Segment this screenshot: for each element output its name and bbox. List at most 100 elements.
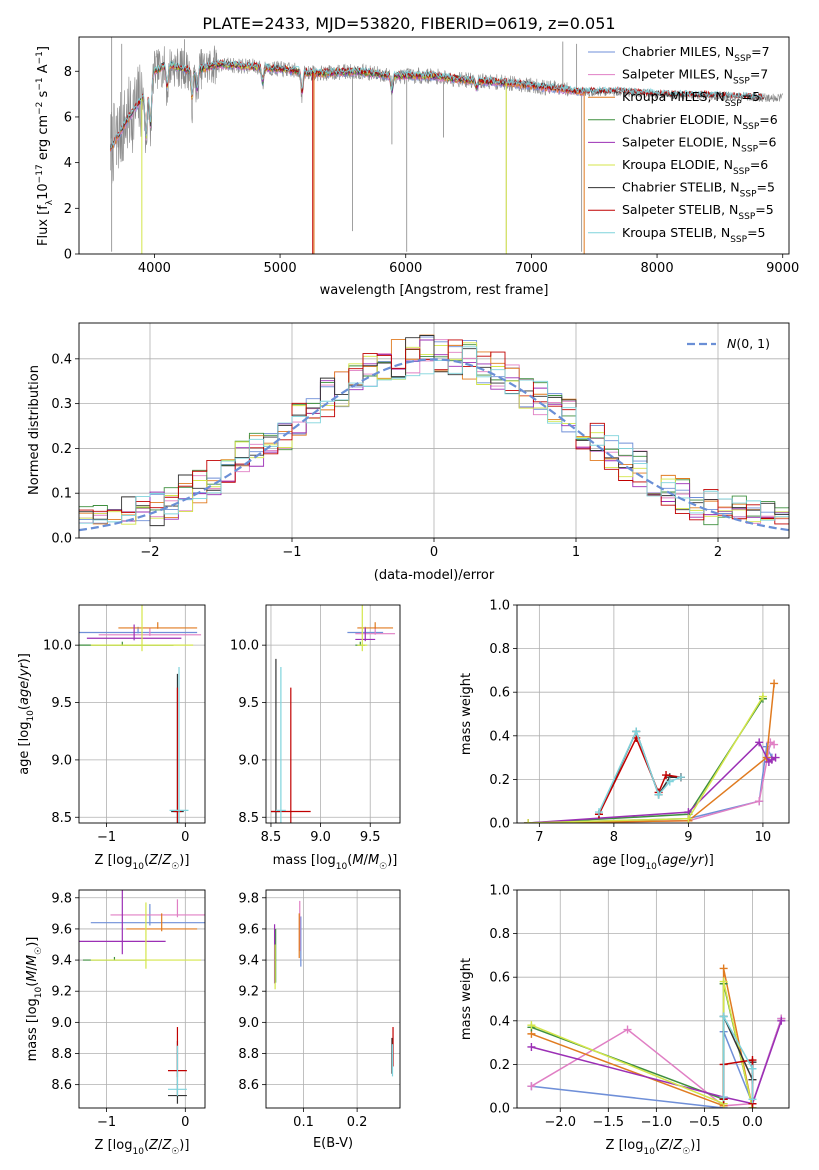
label-part: Z <box>161 1138 172 1153</box>
label-part: M <box>352 853 363 868</box>
Z-mass-ytick-label: 8.6 <box>51 1078 72 1093</box>
label-part: Kroupa ELODIE, N <box>622 157 733 172</box>
label-part: Salpeter MILES, N <box>622 67 733 82</box>
label-subscript: 10 <box>645 862 657 872</box>
label-subscript: −17 <box>35 164 45 183</box>
label-part: )] <box>179 853 189 868</box>
label-part: Z [log <box>95 1138 133 1153</box>
residuals-ytick-label: 0.1 <box>51 487 72 502</box>
weight-marker-kroupa-stelib <box>748 1095 757 1104</box>
Z-weight-xlabel: Z [log10(Z/Z☉)] <box>606 1138 701 1157</box>
label-part: )] <box>690 1138 700 1153</box>
label-part: Salpeter ELODIE, N <box>622 134 741 149</box>
label-part: =6 <box>750 157 768 172</box>
Z-mass-xlabel: Z [log10(Z/Z☉)] <box>95 1138 190 1157</box>
label-part: ] <box>36 46 51 51</box>
residuals-frame <box>78 322 790 539</box>
weight-marker-salpeter-miles <box>623 1025 632 1034</box>
label-part: age <box>662 853 686 868</box>
mass-age-xtick-label: 9.5 <box>360 830 381 845</box>
weight-marker-salpeter-miles <box>755 797 764 806</box>
label-subscript: SSP <box>742 122 759 132</box>
Z-weight-ytick-label: 0.2 <box>489 1058 510 1073</box>
weight-marker-salpeter-elodie <box>755 738 764 747</box>
legend-label-kroupa-stelib: Kroupa STELIB, NSSP=5 <box>622 225 766 245</box>
model-spectrum-salpeter-stelib <box>110 58 764 150</box>
Z-weight-xtick-label: −0.5 <box>689 1115 721 1130</box>
weight-marker-kroupa-elodie <box>758 692 767 701</box>
label-part: =6 <box>758 134 776 149</box>
Z-weight-xtick-label: −1.0 <box>641 1115 673 1130</box>
weight-marker-salpeter-elodie <box>527 1042 536 1051</box>
legend-label-normal: N(0, 1) <box>727 336 770 351</box>
label-subscript: ☉ <box>682 1147 690 1157</box>
label-part: / <box>686 853 691 868</box>
mass-age-xtick-label: 8.5 <box>261 830 282 845</box>
EBV-mass-ytick-label: 8.8 <box>238 1047 259 1062</box>
label-subscript: SSP <box>738 212 755 222</box>
weight-marker-kroupa-miles <box>770 679 779 688</box>
Z-mass-ytick-label: 9.8 <box>51 891 72 906</box>
weight-marker-kroupa-miles <box>719 964 728 973</box>
weight-marker-kroupa-elodie <box>524 819 533 823</box>
legend-label-salpeter-stelib: Salpeter STELIB, NSSP=5 <box>622 202 774 222</box>
spectrum-xtick-label: 5000 <box>264 261 297 276</box>
residual-hist-chabrier-stelib <box>79 335 789 527</box>
legend-label-chabrier-elodie: Chabrier ELODIE, NSSP=6 <box>622 112 778 132</box>
weight-line-salpeter-elodie <box>528 741 776 823</box>
label-part: erg cm <box>36 115 51 164</box>
panel-Z-mass: −1 08.68.89.09.29.49.69.8Z [log10(Z/Z☉)]m… <box>25 889 206 1157</box>
weight-marker-kroupa-stelib <box>665 777 674 786</box>
spectrum-xtick-label: 9000 <box>766 261 799 276</box>
Z-weight-ytick-label: 1.0 <box>489 884 510 899</box>
label-part: Kroupa MILES, N <box>622 89 725 104</box>
label-part: (0, 1) <box>736 336 770 351</box>
age-weight-ylabel: mass weight <box>459 673 474 755</box>
residuals-ytick-label: 0.3 <box>51 397 72 412</box>
label-part: =7 <box>750 67 768 82</box>
label-part: mass [log <box>273 853 336 868</box>
residuals-ytick-label: 0.4 <box>51 352 72 367</box>
Z-weight-frame <box>516 889 790 1109</box>
age-weight-ytick-label: 0.0 <box>489 817 510 832</box>
label-subscript: −1 <box>35 77 45 90</box>
residuals-xtick-label: 1 <box>572 545 580 560</box>
label-part: ( <box>17 705 32 710</box>
label-part: / <box>364 853 369 868</box>
weight-marker-kroupa-stelib <box>748 1064 757 1073</box>
age-weight-ytick-label: 0.4 <box>489 729 510 744</box>
label-part: / <box>17 676 32 681</box>
spectrum-xtick-label: 4000 <box>138 261 171 276</box>
Z-weight-ytick-label: 0.4 <box>489 1014 510 1029</box>
spectrum-ylabel: Flux [fλ10−17 erg cm−2 s−1 A−1] <box>35 46 55 246</box>
residuals-xlabel: (data-model)/error <box>374 568 495 583</box>
spectrum-ytick-label: 2 <box>64 202 72 217</box>
legend-label-chabrier-stelib: Chabrier STELIB, NSSP=5 <box>622 180 775 200</box>
label-part: Kroupa STELIB, N <box>622 225 730 240</box>
legend-label-kroupa-miles: Kroupa MILES, NSSP=5 <box>622 89 760 109</box>
label-part: / <box>158 1138 163 1153</box>
Z-mass-ytick-label: 9.2 <box>51 985 72 1000</box>
EBV-mass-ytick-label: 9.4 <box>238 954 259 969</box>
label-subscript: 10 <box>132 862 144 872</box>
label-part: =5 <box>755 202 773 217</box>
weight-line-chabrier-miles <box>528 744 773 823</box>
panel-EBV-mass: 0.1 0.2 8.6 8.8 9.0 9.2 9.4 9.6 9.8 E(B-V) <box>238 889 401 1151</box>
weight-marker-kroupa-stelib <box>654 790 663 799</box>
label-part: ( <box>347 853 352 868</box>
panel-spectrum: 4000 5000 6000 7000 8000 9000 0 2 4 6 8 Chabrier MI… <box>35 36 799 298</box>
label-part: Z <box>659 1138 670 1153</box>
Z-mass-xtick-label: 0 <box>181 1115 189 1130</box>
label-subscript: 10 <box>132 1147 144 1157</box>
age-weight-ytick-label: 0.2 <box>489 773 510 788</box>
Z-weight-ytick-label: 0.8 <box>489 927 510 942</box>
label-subscript: SSP <box>730 235 747 245</box>
weight-line-kroupa-elodie <box>531 981 754 1108</box>
label-part: M <box>25 970 40 981</box>
Z-age-ylabel: age [log10(age/yr)] <box>17 653 36 775</box>
weight-marker-kroupa-elodie <box>527 1021 536 1030</box>
label-part: Salpeter STELIB, N <box>622 202 738 217</box>
weight-line-kroupa-miles <box>528 683 775 823</box>
spectrum-ytick-label: 6 <box>64 110 72 125</box>
